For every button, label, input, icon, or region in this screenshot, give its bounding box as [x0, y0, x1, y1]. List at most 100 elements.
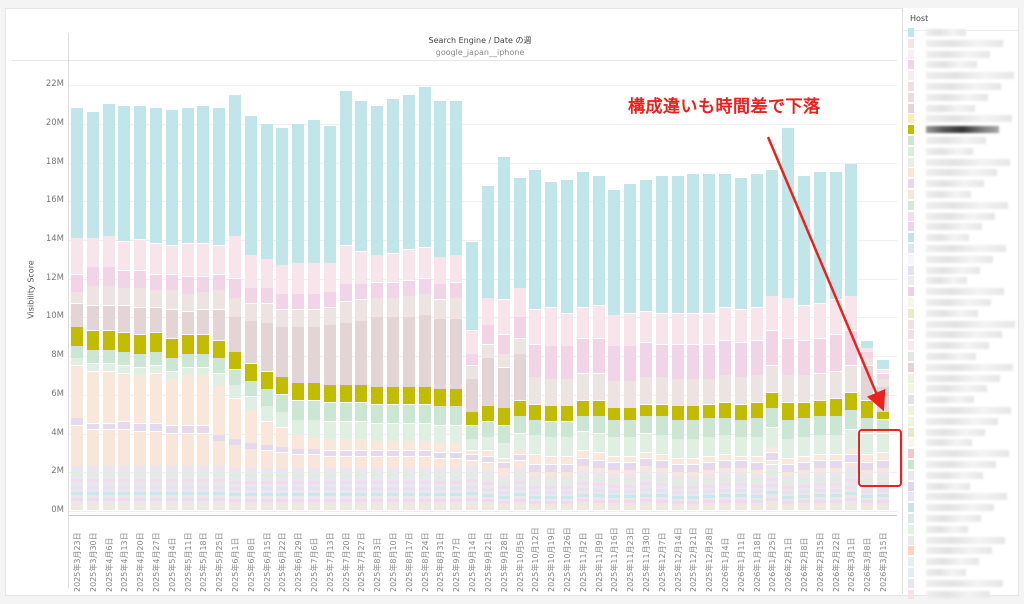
bar-segment[interactable] — [751, 495, 763, 499]
bar-segment[interactable] — [292, 383, 304, 401]
bar-segment[interactable] — [403, 387, 415, 405]
legend-item[interactable] — [908, 589, 1013, 599]
bar-segment[interactable] — [877, 499, 889, 503]
legend-item[interactable] — [908, 395, 1013, 405]
bar-segment[interactable] — [103, 104, 115, 236]
legend-item[interactable] — [908, 136, 1013, 145]
bar-segment[interactable] — [798, 456, 810, 463]
bar-segment[interactable] — [751, 484, 763, 488]
bar-segment[interactable] — [261, 406, 273, 422]
bar-segment[interactable] — [529, 404, 541, 420]
bar-segment[interactable] — [672, 458, 684, 465]
bar[interactable] — [561, 0, 573, 604]
bar-segment[interactable] — [450, 486, 462, 490]
bar-segment[interactable] — [87, 286, 99, 306]
bar-segment[interactable] — [877, 369, 889, 374]
bar-segment[interactable] — [624, 437, 636, 457]
legend-item[interactable] — [908, 200, 1013, 210]
bar-segment[interactable] — [861, 348, 873, 352]
bar-segment[interactable] — [577, 307, 589, 339]
bar-segment[interactable] — [561, 406, 573, 422]
bar-segment[interactable] — [529, 454, 541, 465]
legend-panel[interactable]: Host — [902, 8, 1018, 599]
bar-segment[interactable] — [751, 307, 763, 341]
bar-segment[interactable] — [71, 292, 83, 304]
bar-segment[interactable] — [419, 480, 431, 484]
bar-segment[interactable] — [340, 456, 352, 468]
bar-segment[interactable] — [514, 486, 526, 490]
bar-segment[interactable] — [687, 464, 699, 472]
bar-segment[interactable] — [782, 338, 794, 375]
bar-segment[interactable] — [482, 487, 494, 491]
bar-segment[interactable] — [845, 498, 857, 502]
bar-segment[interactable] — [719, 307, 731, 341]
bar-segment[interactable] — [450, 298, 462, 319]
bar-segment[interactable] — [482, 499, 494, 503]
bar-segment[interactable] — [387, 441, 399, 451]
bar-segment[interactable] — [197, 491, 209, 495]
bar-segment[interactable] — [672, 464, 684, 472]
bar-segment[interactable] — [229, 474, 241, 478]
bar-segment[interactable] — [355, 421, 367, 439]
bar[interactable] — [482, 0, 494, 604]
bar-segment[interactable] — [482, 462, 494, 470]
bar[interactable] — [182, 0, 194, 604]
bar-segment[interactable] — [403, 423, 415, 441]
bar-segment[interactable] — [245, 396, 257, 410]
bar-segment[interactable] — [355, 486, 367, 490]
bar-segment[interactable] — [545, 421, 557, 437]
bar-segment[interactable] — [814, 373, 826, 401]
bar-segment[interactable] — [672, 491, 684, 495]
bar-segment[interactable] — [434, 458, 446, 468]
bar-segment[interactable] — [292, 263, 304, 294]
bar-segment[interactable] — [118, 270, 130, 288]
bar-segment[interactable] — [877, 412, 889, 420]
bar-segment[interactable] — [71, 418, 83, 426]
bar-segment[interactable] — [498, 156, 510, 300]
bar-segment[interactable] — [529, 501, 541, 505]
bar-segment[interactable] — [419, 474, 431, 478]
bar-segment[interactable] — [434, 406, 446, 426]
bar-segment[interactable] — [355, 492, 367, 496]
bar-segment[interactable] — [118, 479, 130, 483]
bar-segment[interactable] — [403, 480, 415, 484]
bar-segment[interactable] — [640, 493, 652, 497]
bar-segment[interactable] — [766, 447, 778, 453]
bar-segment[interactable] — [514, 354, 526, 401]
bar-segment[interactable] — [656, 488, 668, 492]
bar-segment[interactable] — [861, 433, 873, 455]
bar-segment[interactable] — [577, 400, 589, 416]
bar-segment[interactable] — [640, 458, 652, 466]
bar-segment[interactable] — [134, 431, 146, 466]
bar-segment[interactable] — [419, 486, 431, 490]
bar-segment[interactable] — [292, 435, 304, 449]
bar-segment[interactable] — [371, 317, 383, 387]
legend-item[interactable] — [908, 38, 1013, 48]
bar-segment[interactable] — [276, 127, 288, 265]
bar-segment[interactable] — [103, 485, 115, 489]
bar-segment[interactable] — [87, 112, 99, 238]
legend-item[interactable] — [908, 557, 1013, 567]
bar-segment[interactable] — [466, 479, 478, 483]
bar-segment[interactable] — [514, 498, 526, 502]
bar-segment[interactable] — [292, 400, 304, 420]
bar-segment[interactable] — [324, 456, 336, 468]
bar-segment[interactable] — [150, 365, 162, 374]
bar-segment[interactable] — [782, 491, 794, 495]
bar-segment[interactable] — [861, 505, 873, 509]
bar-segment[interactable] — [324, 292, 336, 308]
bar-segment[interactable] — [419, 87, 431, 248]
bar-segment[interactable] — [355, 439, 367, 451]
bar-segment[interactable] — [735, 488, 747, 492]
bar-segment[interactable] — [182, 311, 194, 335]
bar-segment[interactable] — [703, 313, 715, 344]
bar-segment[interactable] — [766, 408, 778, 428]
bar-segment[interactable] — [798, 479, 810, 483]
bar-segment[interactable] — [766, 460, 778, 465]
bar-segment[interactable] — [419, 450, 431, 457]
bar-segment[interactable] — [371, 106, 383, 255]
bar-segment[interactable] — [182, 108, 194, 244]
bar-segment[interactable] — [213, 485, 225, 489]
bar-segment[interactable] — [672, 501, 684, 505]
bar-segment[interactable] — [766, 477, 778, 481]
